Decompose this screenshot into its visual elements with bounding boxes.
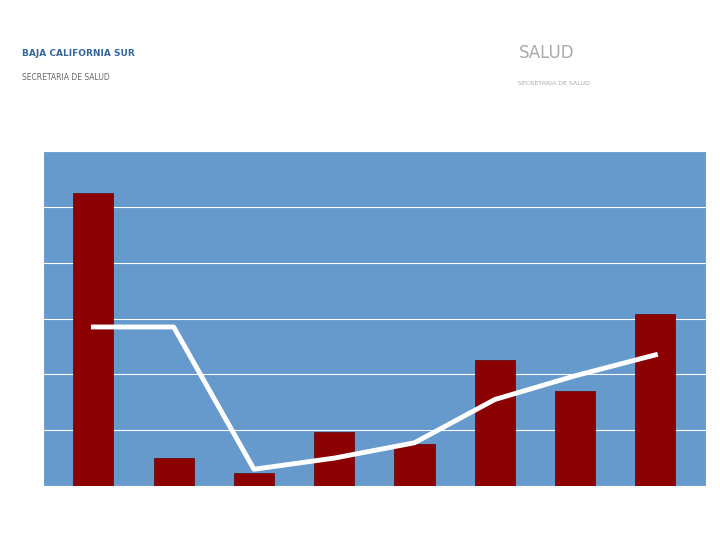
Bar — [635, 314, 675, 486]
Text: BCS. TENDENCIA ANUAL  DE LA INFLUENZA PERIODO  2009 AL 2016: BCS. TENDENCIA ANUAL DE LA INFLUENZA PER… — [114, 127, 635, 143]
Text: SECRETARIA DE SALUD: SECRETARIA DE SALUD — [518, 80, 590, 86]
Text: SALUD: SALUD — [518, 44, 574, 63]
Text: SECRETARIA DE SALUD: SECRETARIA DE SALUD — [22, 73, 109, 82]
Bar — [555, 391, 595, 486]
Bar — [314, 431, 354, 486]
Text: Fuente: Sistema Único Automatizado para la Vigilancia Epidemiológica en Linea: Fuente: Sistema Único Automatizado para … — [50, 496, 441, 508]
Bar — [474, 361, 515, 486]
Bar — [73, 193, 114, 486]
Bar — [395, 444, 435, 486]
Bar — [153, 458, 194, 486]
Bar — [234, 474, 274, 486]
Text: BAJA CALIFORNIA SUR: BAJA CALIFORNIA SUR — [22, 49, 135, 58]
